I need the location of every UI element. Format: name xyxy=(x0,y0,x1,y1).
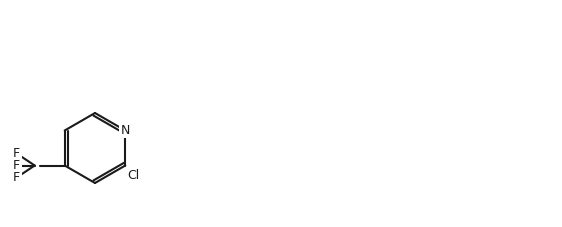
Text: F: F xyxy=(13,147,20,160)
Text: Cl: Cl xyxy=(127,169,139,182)
Text: F: F xyxy=(13,171,20,184)
Text: N: N xyxy=(121,124,130,137)
Text: F: F xyxy=(13,159,20,172)
